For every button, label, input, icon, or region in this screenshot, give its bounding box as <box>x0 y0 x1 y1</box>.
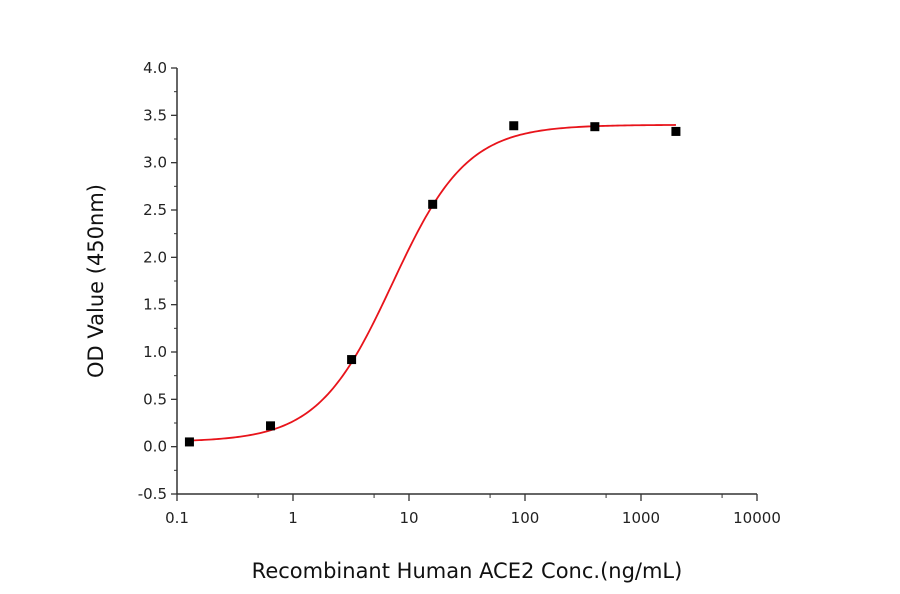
axes: -0.5 0.0 0.5 1.0 1.5 2.0 2.5 3.0 3.5 4.0 0.1 1 10 100… <box>138 59 781 527</box>
x-tick-label: 1 <box>288 509 298 527</box>
x-axis-title: Recombinant Human ACE2 Conc.(ng/mL) <box>252 559 683 583</box>
data-point <box>590 122 600 132</box>
data-point <box>184 437 194 447</box>
x-tick-label: 100 <box>511 509 540 527</box>
data-point <box>509 121 519 131</box>
y-tick-label: 4.0 <box>143 59 167 77</box>
data-points-group <box>184 121 681 447</box>
y-tick-label: 0.5 <box>143 390 167 408</box>
data-point <box>347 355 357 365</box>
y-axis-title: OD Value (450nm) <box>84 184 108 378</box>
y-tick-label: 0.0 <box>143 438 167 456</box>
y-tick-label: 1.0 <box>143 343 167 361</box>
x-tick-label: 10 <box>399 509 418 527</box>
y-tick-label: 2.0 <box>143 248 167 266</box>
y-tick-label: 2.5 <box>143 201 167 219</box>
x-tick-label: 10000 <box>733 509 781 527</box>
x-tick-label: 0.1 <box>165 509 189 527</box>
x-tick-label: 1000 <box>622 509 660 527</box>
data-point <box>671 126 681 136</box>
y-tick-label: 3.0 <box>143 154 167 172</box>
fit-curve-group <box>189 124 676 442</box>
y-tick-label: 3.5 <box>143 106 167 124</box>
y-tick-label: 1.5 <box>143 296 167 314</box>
y-tick-label: -0.5 <box>138 485 167 503</box>
data-point <box>266 421 276 431</box>
data-point <box>428 199 438 209</box>
fit-curve-line <box>189 124 676 442</box>
